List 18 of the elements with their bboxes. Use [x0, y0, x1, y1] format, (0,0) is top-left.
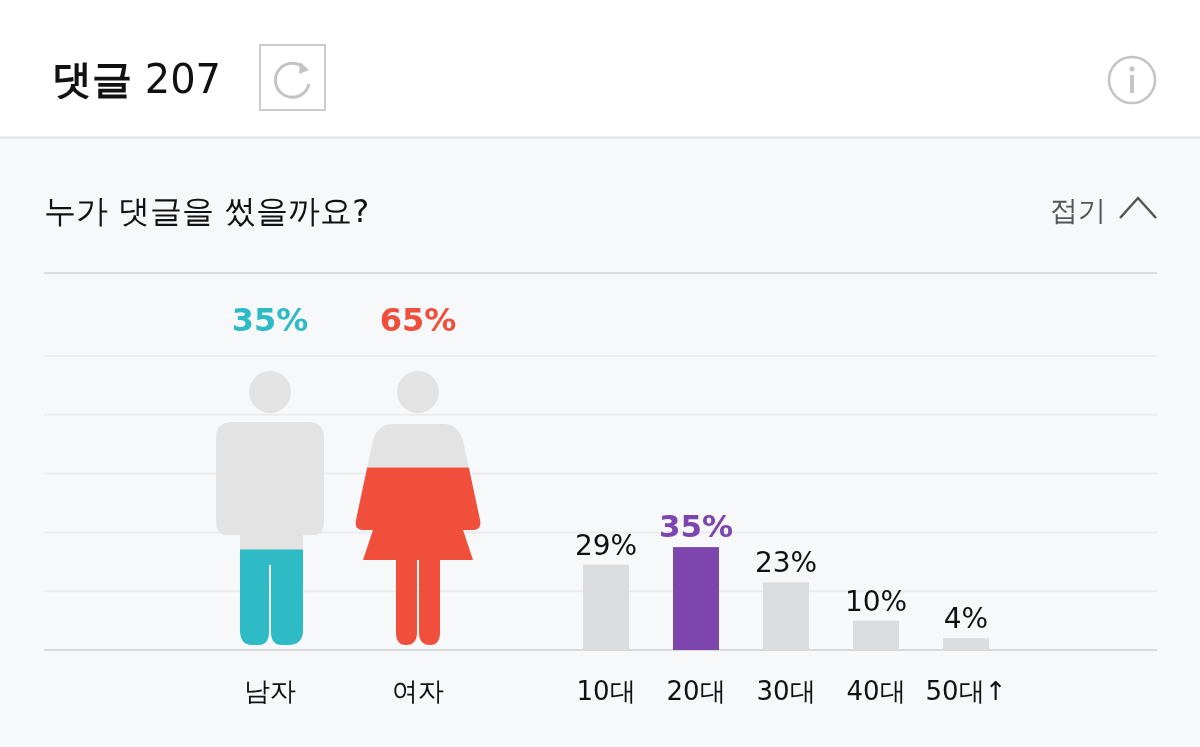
- bar: [673, 547, 719, 650]
- x-tick-label: 10대: [576, 676, 636, 706]
- x-tick-label: 20대: [666, 676, 726, 706]
- x-tick-label: 여자: [392, 676, 444, 706]
- data-label: 35%: [658, 508, 734, 545]
- x-tick-label: 30대: [756, 676, 816, 706]
- data-label: 4%: [943, 602, 989, 636]
- data-label: 65%: [379, 301, 457, 339]
- text: 누가 댓글을 썼을까요?: [44, 192, 370, 230]
- x-tick-label: 40대: [846, 676, 906, 706]
- text: 접기: [1050, 194, 1106, 227]
- x-tick-label: 50대↑: [925, 676, 1007, 706]
- x-tick-label: 남자: [244, 676, 296, 706]
- data-label: 29%: [574, 528, 638, 562]
- data-label: 10%: [844, 584, 908, 618]
- data-label: 35%: [231, 301, 309, 339]
- text: 댓글 207: [52, 56, 222, 102]
- data-label: 23%: [754, 546, 818, 580]
